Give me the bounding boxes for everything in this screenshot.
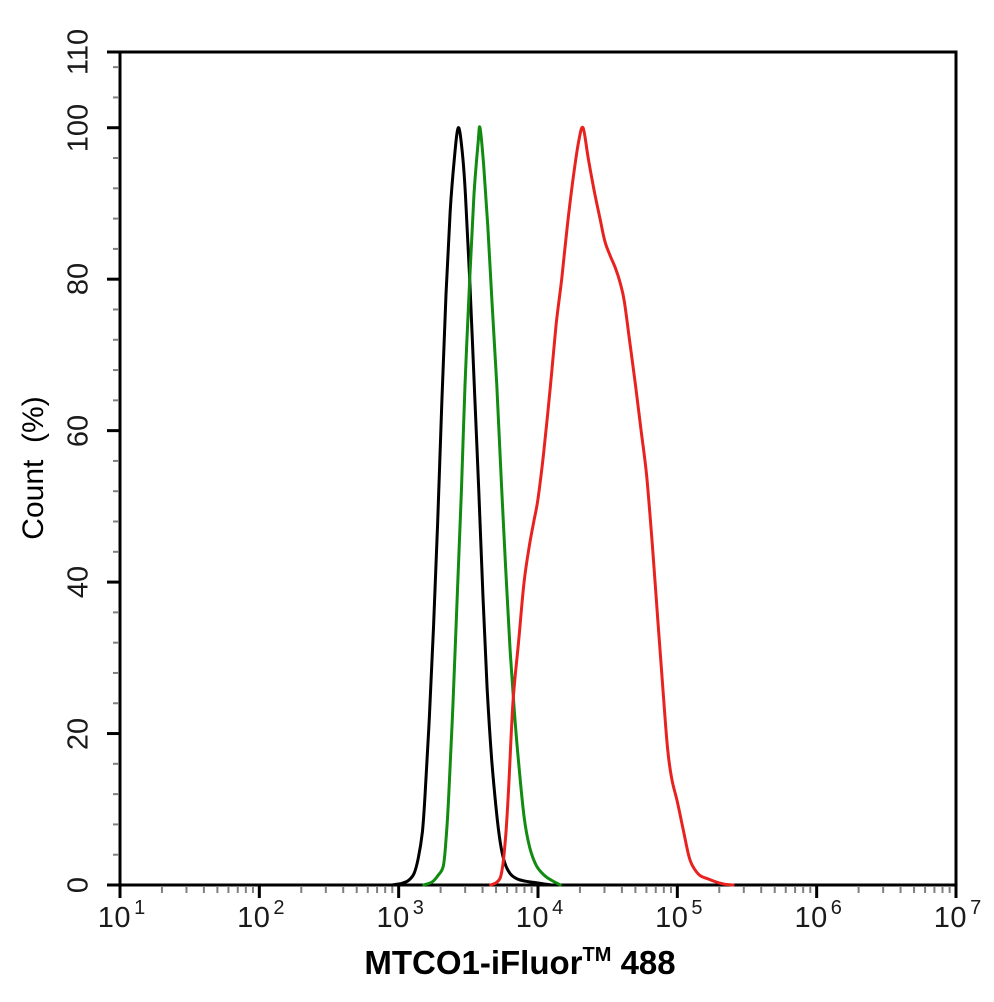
- x-tick-exponent: 2: [273, 897, 285, 920]
- x-tick-label: 10 5: [655, 898, 702, 934]
- x-axis-title-text: MTCO1-iFluor: [364, 944, 583, 981]
- x-axis-title-trademark: TM: [582, 944, 612, 966]
- x-tick-exponent: 1: [134, 897, 146, 920]
- y-tick-label: 60: [62, 414, 95, 447]
- x-tick-label: 10 4: [515, 898, 563, 934]
- y-axis-title: Count (%): [17, 396, 50, 540]
- x-tick-exponent: 5: [691, 897, 703, 920]
- x-tick-label: 10 6: [794, 898, 841, 934]
- x-tick-base: 10: [376, 902, 410, 934]
- plot-frame: [118, 50, 958, 887]
- black-curve: [390, 126, 554, 887]
- y-tick-label: 100: [62, 103, 95, 152]
- x-tick-exponent: 3: [412, 897, 424, 920]
- y-tick-label: 0: [62, 876, 95, 894]
- x-tick-label: 10 3: [376, 898, 423, 934]
- x-axis-title: MTCO1-iFluorTM 488: [364, 944, 675, 982]
- x-tick-base: 10: [515, 902, 550, 934]
- y-tick-label: 40: [62, 565, 95, 599]
- x-tick-base: 10: [237, 902, 271, 934]
- y-tick-label: 20: [62, 717, 95, 750]
- green-curve: [422, 125, 562, 887]
- x-tick-base: 10: [933, 902, 968, 934]
- x-tick-base: 10: [655, 902, 689, 934]
- y-tick-label: 80: [62, 263, 95, 296]
- red-curve: [489, 125, 735, 887]
- x-tick-exponent: 4: [552, 897, 564, 920]
- y-tick-label: 110: [62, 28, 95, 76]
- x-tick-base: 10: [97, 902, 132, 934]
- x-tick-label: 10 2: [237, 898, 284, 934]
- x-tick-exponent: 6: [830, 897, 842, 920]
- x-tick-label: 10 7: [933, 898, 981, 934]
- x-tick-exponent: 7: [970, 897, 982, 920]
- x-axis-title-suffix: 488: [611, 944, 676, 981]
- x-tick-label: 10 1: [97, 898, 145, 934]
- x-tick-base: 10: [794, 902, 828, 934]
